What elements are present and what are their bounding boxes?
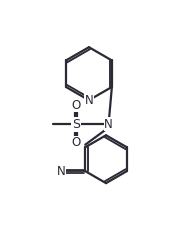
Text: S: S <box>72 118 80 131</box>
Text: O: O <box>71 136 81 149</box>
Text: N: N <box>104 118 113 131</box>
Text: O: O <box>71 99 81 112</box>
Text: N: N <box>84 94 93 107</box>
Text: N: N <box>57 165 66 178</box>
